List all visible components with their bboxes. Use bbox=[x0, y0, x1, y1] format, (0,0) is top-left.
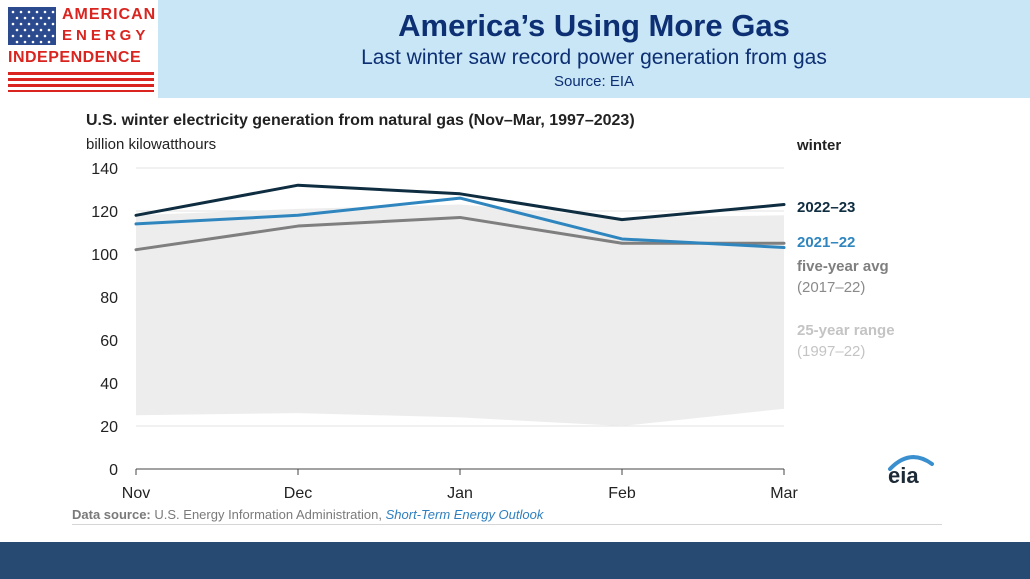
page-source: Source: EIA bbox=[553, 73, 635, 90]
footnote-text: U.S. Energy Information Administration, bbox=[154, 507, 382, 522]
series-line-2022-23 bbox=[134, 183, 786, 222]
legend-label-five-year-avg: five-year avg bbox=[797, 258, 889, 275]
y-tick-label-60: 60 bbox=[100, 333, 118, 350]
x-tick-label-feb: Feb bbox=[608, 485, 636, 502]
x-tick-label-jan: Jan bbox=[447, 485, 473, 502]
legend-label-25-year-range-period: (1997–22) bbox=[797, 343, 866, 360]
logo-text-american: AMERICAN bbox=[62, 6, 157, 23]
chart-title: U.S. winter electricity generation from … bbox=[86, 112, 635, 129]
legend-label-2021-22: 2021–22 bbox=[797, 234, 856, 251]
footnote-divider bbox=[72, 524, 942, 525]
logo-text-energy: ENERGY bbox=[62, 27, 150, 44]
footnote-label: Data source: bbox=[72, 507, 151, 522]
chart-y-axis-label: billion kilowatthours bbox=[86, 136, 217, 153]
y-tick-label-140: 140 bbox=[91, 161, 118, 178]
legend-label-five-year-avg-period: (2017–22) bbox=[797, 279, 866, 296]
logo-text-independence: INDEPENDENCE bbox=[8, 49, 142, 66]
footnote-publication-link[interactable]: Short-Term Energy Outlook bbox=[385, 507, 544, 522]
y-tick-label-40: 40 bbox=[100, 376, 118, 393]
series-line-2021-22 bbox=[134, 196, 786, 250]
eia-logo-icon: eia bbox=[888, 455, 934, 488]
eia-logo-text: eia bbox=[888, 463, 919, 488]
range-band bbox=[136, 204, 784, 426]
logo-stripes-icon bbox=[8, 72, 154, 92]
x-tick-label-nov: Nov bbox=[122, 485, 150, 502]
y-tick-label-80: 80 bbox=[100, 290, 118, 307]
us-flag-icon bbox=[8, 7, 56, 45]
y-tick-label-100: 100 bbox=[91, 247, 118, 264]
x-tick-label-mar: Mar bbox=[770, 485, 798, 502]
legend-title: winter bbox=[797, 137, 842, 154]
page-title: America’s Using More Gas bbox=[398, 8, 790, 43]
x-tick-label-dec: Dec bbox=[284, 485, 312, 502]
american-energy-independence-logo: AMERICAN ENERGY INDEPENDENCE bbox=[6, 4, 157, 92]
header-band bbox=[158, 0, 1030, 98]
chart-footnote: Data source: U.S. Energy Information Adm… bbox=[72, 507, 543, 522]
footer-band bbox=[0, 542, 1030, 579]
legend-label-25-year-range: 25-year range bbox=[797, 322, 895, 339]
page-subtitle: Last winter saw record power generation … bbox=[361, 46, 827, 69]
y-tick-label-0: 0 bbox=[109, 462, 118, 479]
y-tick-label-20: 20 bbox=[100, 419, 118, 436]
legend-label-2022-23: 2022–23 bbox=[797, 199, 856, 216]
y-tick-label-120: 120 bbox=[91, 204, 118, 221]
